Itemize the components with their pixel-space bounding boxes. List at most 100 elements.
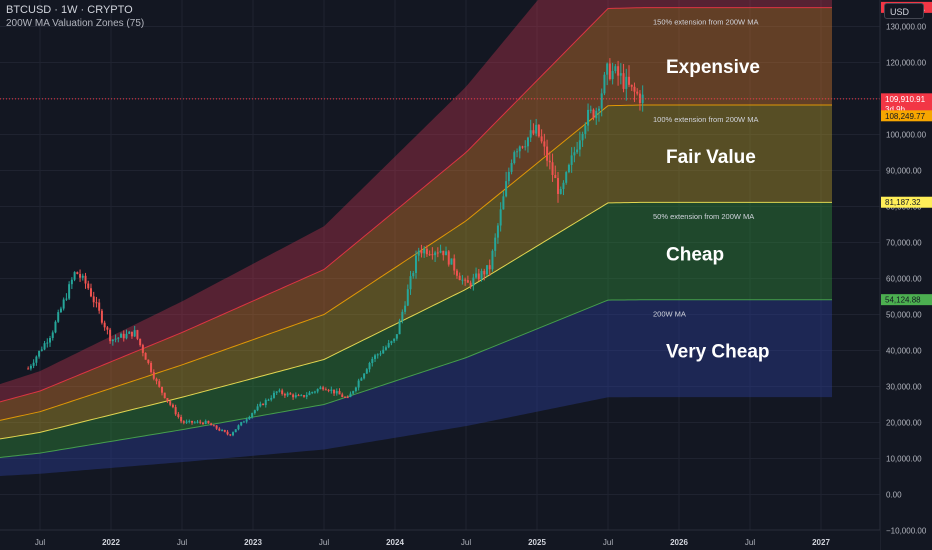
band-line bbox=[0, 201, 832, 440]
candle-body bbox=[543, 141, 546, 147]
candle-body bbox=[333, 389, 336, 394]
candle-body bbox=[417, 250, 420, 256]
candle-body bbox=[185, 421, 188, 423]
candle-body bbox=[628, 76, 631, 85]
candle-body bbox=[319, 387, 322, 390]
candle-body bbox=[327, 389, 330, 391]
candle-body bbox=[406, 289, 409, 306]
candle-body bbox=[237, 425, 240, 430]
band-line-labels: 150% extension from 200W MA 100% extensio… bbox=[653, 17, 758, 318]
candle-body bbox=[368, 362, 371, 370]
candle-body bbox=[139, 338, 142, 346]
candle-body bbox=[155, 378, 158, 382]
zone-band-cheap bbox=[0, 202, 832, 458]
candle-body bbox=[103, 322, 106, 328]
candle-body bbox=[414, 255, 417, 274]
candle-body bbox=[412, 273, 415, 277]
candle-body bbox=[73, 272, 76, 280]
candle-body bbox=[188, 420, 191, 422]
candle-body bbox=[401, 311, 404, 321]
candle-body bbox=[521, 146, 524, 148]
candle-body bbox=[199, 421, 202, 423]
candle-body bbox=[483, 270, 486, 275]
candle-body bbox=[589, 109, 592, 111]
y-tick-label: 120,000.00 bbox=[886, 59, 927, 68]
candle-body bbox=[559, 188, 562, 194]
x-tick-label: 2027 bbox=[812, 538, 830, 547]
y-axis-bg bbox=[880, 0, 932, 550]
candle-body bbox=[100, 310, 103, 323]
candle-body bbox=[578, 140, 581, 150]
candle-body bbox=[125, 333, 128, 339]
candle-body bbox=[507, 171, 510, 182]
candle-body bbox=[182, 421, 185, 423]
candle-body bbox=[281, 390, 284, 394]
candle-body bbox=[341, 394, 344, 398]
candle-body bbox=[109, 329, 112, 342]
candle-body bbox=[384, 347, 387, 350]
candle-body bbox=[597, 108, 600, 111]
candle-body bbox=[98, 302, 101, 311]
candle-body bbox=[379, 353, 382, 355]
zone-label-very-cheap: Very Cheap bbox=[666, 342, 770, 363]
candle-body bbox=[540, 136, 543, 142]
band-line bbox=[0, 7, 832, 403]
candle-body bbox=[141, 345, 144, 353]
candle-body bbox=[70, 279, 73, 285]
candle-body bbox=[570, 155, 573, 165]
price-label-bg bbox=[881, 103, 932, 115]
candle-body bbox=[267, 399, 270, 401]
candle-body bbox=[633, 86, 636, 92]
candle-body bbox=[92, 296, 95, 303]
candle-body bbox=[311, 392, 314, 394]
zone-band-very-cheap bbox=[0, 299, 832, 476]
zone-labels: Very ExpensiveExpensiveFair ValueCheapVe… bbox=[666, 57, 770, 363]
y-tick-label: 90,000.00 bbox=[886, 167, 922, 176]
candle-body bbox=[420, 250, 423, 254]
candle-body bbox=[458, 275, 461, 281]
candle-body bbox=[425, 248, 428, 255]
candle-body bbox=[343, 397, 346, 399]
x-tick-label: 2026 bbox=[670, 538, 688, 547]
zone-band-very-expensive bbox=[0, 0, 832, 402]
candle-body bbox=[357, 380, 360, 388]
candle-body bbox=[229, 434, 232, 436]
candle-body bbox=[393, 338, 396, 342]
candle-body bbox=[330, 389, 333, 391]
candle-body bbox=[62, 299, 65, 309]
band-line-label: 100% extension from 200W MA bbox=[653, 115, 758, 124]
candle-body bbox=[562, 182, 565, 189]
candle-body bbox=[114, 338, 117, 340]
x-axis-bg bbox=[0, 530, 880, 550]
candle-body bbox=[248, 416, 251, 420]
candle-body bbox=[603, 74, 606, 94]
candle-body bbox=[374, 355, 377, 359]
symbol-title[interactable]: BTCUSD · 1W · CRYPTO bbox=[6, 4, 133, 16]
indicator-title[interactable]: 200W MA Valuation Zones (75) bbox=[6, 18, 145, 29]
candle-body bbox=[81, 275, 84, 278]
candle-body bbox=[160, 386, 163, 393]
candle-body bbox=[349, 393, 352, 398]
candle-body bbox=[365, 369, 368, 374]
y-tick-label: −10,000.00 bbox=[886, 527, 927, 536]
candle-body bbox=[363, 373, 366, 379]
candle-body bbox=[619, 73, 622, 76]
y-tick-label: 100,000.00 bbox=[886, 131, 927, 140]
candle-body bbox=[529, 130, 532, 138]
candle-body bbox=[193, 422, 196, 424]
y-axis: −10,000.00 0.00 10,000.00 20,000.00 30,000.0… bbox=[879, 0, 932, 550]
candle-body bbox=[240, 422, 243, 426]
candle-body bbox=[390, 341, 393, 344]
x-tick-label: 2024 bbox=[386, 538, 404, 547]
candle-body bbox=[256, 406, 259, 411]
candle-body bbox=[360, 378, 363, 381]
candle-body bbox=[147, 359, 150, 363]
candle-body bbox=[625, 76, 628, 89]
candle-body bbox=[171, 404, 174, 408]
currency-button[interactable]: USD bbox=[884, 3, 924, 19]
candle-body bbox=[283, 393, 286, 396]
candle-body bbox=[59, 308, 62, 313]
candle-body bbox=[191, 420, 194, 423]
candle-body bbox=[204, 420, 207, 424]
